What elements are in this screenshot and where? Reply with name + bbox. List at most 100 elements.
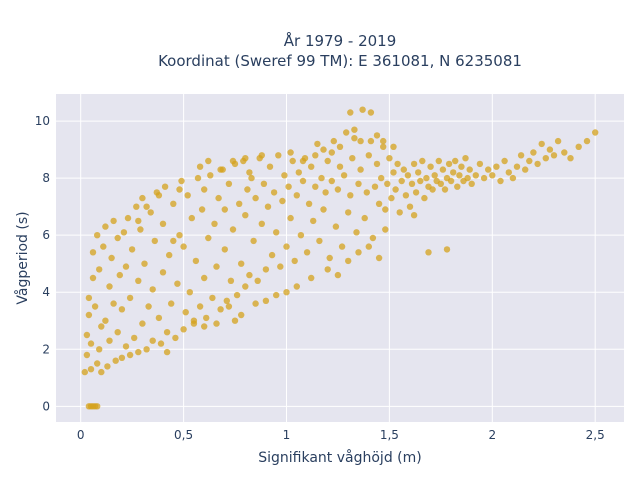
data-point-129 bbox=[291, 257, 298, 265]
data-point-51 bbox=[143, 346, 150, 353]
data-point-214 bbox=[466, 166, 473, 173]
data-point-170 bbox=[375, 200, 383, 207]
data-point-19 bbox=[98, 368, 105, 376]
data-point-249 bbox=[213, 320, 220, 327]
data-point-45 bbox=[135, 348, 142, 356]
data-point-268 bbox=[155, 192, 163, 199]
data-point-180 bbox=[396, 209, 403, 216]
data-point-163 bbox=[361, 214, 368, 222]
data-point-13 bbox=[89, 249, 97, 256]
data-point-82 bbox=[201, 274, 208, 282]
data-point-192 bbox=[421, 194, 428, 202]
data-point-210 bbox=[458, 163, 465, 170]
data-point-102 bbox=[238, 260, 245, 267]
data-point-17 bbox=[96, 346, 103, 353]
data-point-167 bbox=[369, 234, 377, 242]
data-point-36 bbox=[120, 229, 128, 236]
data-point-160 bbox=[355, 180, 362, 187]
data-point-138 bbox=[310, 217, 317, 225]
data-point-279 bbox=[312, 152, 319, 159]
data-point-58 bbox=[155, 314, 163, 322]
data-point-148 bbox=[330, 137, 337, 145]
data-point-50 bbox=[141, 260, 148, 267]
data-point-106 bbox=[244, 186, 251, 193]
data-point-113 bbox=[258, 220, 265, 227]
data-point-231 bbox=[534, 160, 541, 168]
data-point-263 bbox=[365, 243, 372, 250]
data-point-121 bbox=[275, 152, 282, 159]
data-point-224 bbox=[505, 169, 512, 176]
data-point-66 bbox=[170, 200, 177, 207]
data-point-195 bbox=[427, 163, 434, 170]
data-point-38 bbox=[122, 263, 130, 270]
data-point-218 bbox=[480, 174, 488, 182]
data-point-242 bbox=[410, 212, 418, 219]
data-point-65 bbox=[168, 300, 175, 307]
data-point-274 bbox=[258, 152, 265, 159]
data-point-147 bbox=[328, 177, 335, 185]
data-point-69 bbox=[176, 232, 183, 239]
data-point-199 bbox=[435, 157, 442, 165]
data-point-166 bbox=[367, 137, 375, 145]
data-point-158 bbox=[351, 135, 358, 142]
data-point-190 bbox=[417, 177, 424, 185]
data-point-98 bbox=[229, 226, 237, 233]
data-point-191 bbox=[419, 157, 426, 165]
data-point-68 bbox=[174, 280, 181, 287]
data-point-276 bbox=[246, 169, 253, 176]
data-point-247 bbox=[190, 317, 198, 324]
data-point-168 bbox=[371, 183, 379, 190]
data-point-183 bbox=[402, 192, 410, 199]
data-point-76 bbox=[188, 214, 195, 222]
data-point-174 bbox=[384, 180, 391, 187]
data-point-133 bbox=[299, 177, 307, 185]
data-point-289 bbox=[390, 143, 397, 150]
data-point-40 bbox=[126, 351, 134, 359]
data-point-165 bbox=[365, 152, 372, 159]
data-point-120 bbox=[273, 229, 280, 236]
data-point-56 bbox=[151, 237, 158, 245]
data-point-87 bbox=[209, 294, 216, 302]
data-point-164 bbox=[363, 189, 370, 196]
data-point-126 bbox=[285, 183, 292, 190]
data-point-20 bbox=[98, 323, 105, 330]
data-point-80 bbox=[196, 303, 204, 310]
data-point-205 bbox=[447, 177, 455, 185]
data-point-22 bbox=[102, 317, 109, 324]
data-point-248 bbox=[201, 323, 208, 330]
data-point-42 bbox=[128, 246, 136, 253]
data-point-115 bbox=[262, 266, 270, 273]
data-point-229 bbox=[526, 157, 533, 165]
data-point-187 bbox=[410, 160, 418, 168]
data-point-25 bbox=[106, 337, 113, 344]
data-point-94 bbox=[221, 206, 228, 213]
data-point-259 bbox=[324, 266, 331, 273]
data-point-162 bbox=[359, 106, 366, 113]
data-point-184 bbox=[404, 172, 412, 179]
data-point-78 bbox=[192, 257, 200, 265]
x-tick-label-4: 2 bbox=[488, 428, 496, 442]
chart-title-line1: År 1979 - 2019 bbox=[284, 31, 397, 50]
data-point-151 bbox=[336, 163, 344, 170]
data-point-141 bbox=[316, 237, 323, 245]
data-point-253 bbox=[252, 300, 259, 307]
y-tick-label-1: 2 bbox=[42, 342, 50, 356]
data-point-100 bbox=[233, 291, 241, 299]
data-point-287 bbox=[373, 132, 381, 139]
data-point-11 bbox=[87, 340, 95, 347]
data-point-182 bbox=[400, 166, 407, 173]
data-point-104 bbox=[242, 283, 249, 290]
data-point-241 bbox=[592, 129, 599, 136]
data-point-273 bbox=[242, 155, 249, 162]
data-point-64 bbox=[166, 251, 173, 259]
data-point-271 bbox=[205, 157, 212, 165]
data-point-243 bbox=[443, 246, 451, 253]
data-point-189 bbox=[415, 169, 422, 176]
data-point-153 bbox=[340, 172, 348, 179]
data-point-152 bbox=[338, 243, 346, 250]
data-point-29 bbox=[110, 217, 117, 225]
data-point-97 bbox=[227, 277, 235, 284]
data-point-4 bbox=[94, 403, 101, 410]
data-point-59 bbox=[157, 340, 165, 347]
